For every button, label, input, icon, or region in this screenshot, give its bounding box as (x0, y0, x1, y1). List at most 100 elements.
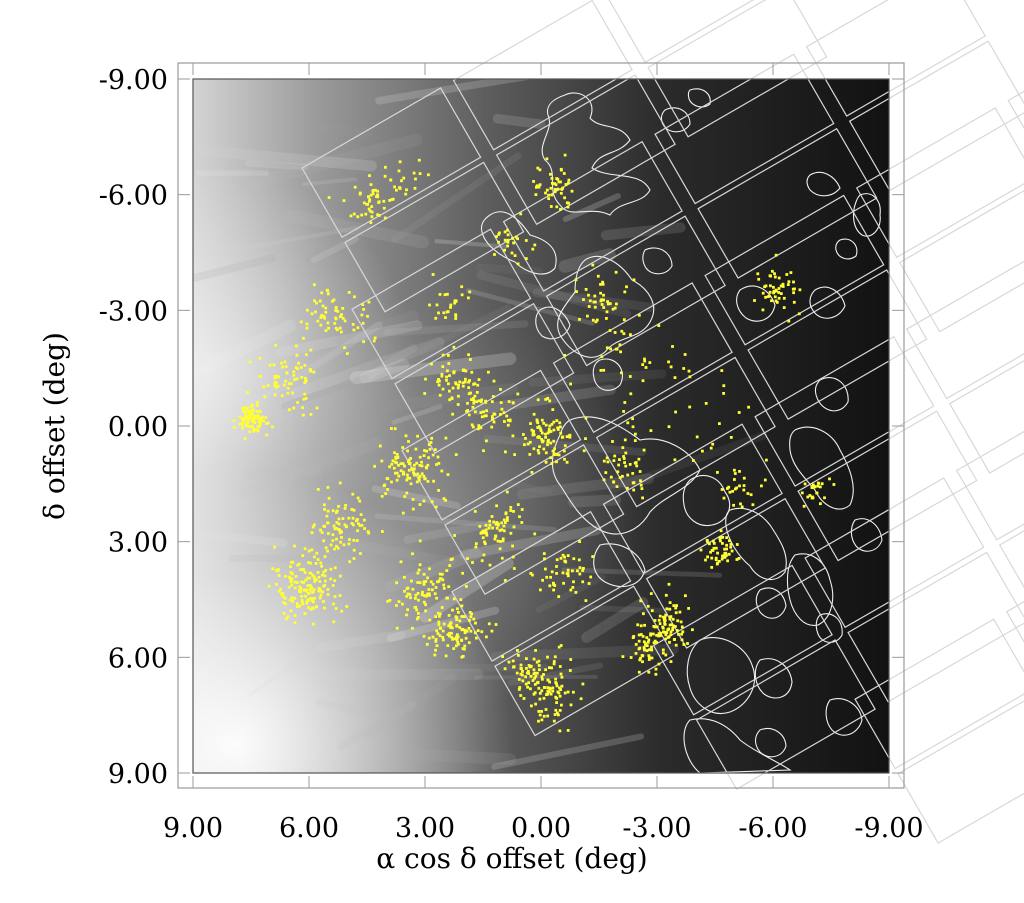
data-point (427, 588, 431, 591)
data-point (541, 677, 544, 681)
data-point (666, 628, 670, 632)
data-point (326, 593, 330, 596)
data-point (274, 568, 278, 572)
data-point (447, 382, 450, 386)
data-point (449, 306, 452, 309)
data-point (460, 655, 464, 659)
data-point (695, 435, 699, 439)
data-point (469, 358, 472, 361)
extinction-map (193, 79, 889, 773)
data-point (241, 406, 245, 410)
data-point (540, 431, 544, 435)
data-point (301, 601, 304, 605)
data-point (303, 612, 307, 615)
data-point (535, 419, 539, 423)
data-point (542, 421, 546, 425)
data-point (407, 460, 410, 464)
data-point (524, 682, 528, 686)
data-point (595, 318, 599, 322)
data-point (566, 205, 570, 209)
data-point (643, 359, 647, 363)
data-point (414, 177, 417, 181)
data-point (259, 418, 263, 422)
data-point (541, 578, 544, 582)
contour-lines (480, 88, 883, 773)
data-point (536, 671, 539, 675)
data-point (532, 447, 536, 451)
filament-streak (471, 384, 616, 416)
data-point (669, 365, 673, 369)
data-point (504, 450, 507, 454)
data-point (492, 420, 496, 424)
data-point (376, 213, 379, 217)
data-point (747, 405, 750, 409)
data-point (485, 533, 489, 537)
data-point (552, 719, 556, 723)
data-point (664, 633, 668, 637)
data-point (751, 503, 755, 507)
data-point (333, 579, 337, 582)
data-point (255, 404, 259, 407)
data-point (335, 527, 338, 530)
data-point (435, 644, 439, 648)
footprint-rect (847, 551, 1024, 703)
filament-streak (239, 437, 382, 498)
data-point (445, 569, 449, 572)
data-point (533, 691, 537, 695)
data-point (310, 590, 314, 594)
data-point (622, 455, 625, 458)
data-point (332, 524, 336, 528)
data-point (761, 308, 765, 312)
data-point (431, 582, 435, 586)
data-point (456, 386, 460, 390)
data-point (417, 476, 421, 480)
data-point (245, 406, 249, 410)
filament-streak (193, 254, 277, 282)
data-point (723, 547, 726, 551)
data-point (530, 471, 534, 474)
data-point (243, 411, 247, 415)
data-point (774, 288, 778, 292)
data-point (459, 598, 463, 601)
data-point (339, 540, 343, 544)
contour-line (480, 211, 557, 275)
data-point (417, 598, 420, 602)
data-point (668, 601, 672, 604)
data-point (537, 451, 541, 455)
data-point (466, 401, 469, 405)
data-point (502, 524, 506, 528)
data-point (430, 436, 434, 440)
data-point (336, 310, 340, 313)
data-point (368, 209, 372, 213)
data-point (735, 486, 738, 490)
data-point (321, 590, 324, 594)
data-point (243, 417, 246, 421)
data-point (556, 187, 560, 191)
data-point (668, 617, 672, 621)
data-point (540, 710, 543, 713)
data-point (474, 542, 478, 546)
data-point (463, 380, 467, 384)
data-point (350, 522, 354, 525)
data-point (675, 629, 679, 632)
data-point (539, 427, 542, 431)
data-point (305, 326, 309, 330)
data-point (581, 569, 585, 572)
data-point (411, 468, 414, 472)
data-point (403, 589, 406, 593)
data-point (467, 353, 470, 357)
data-point (647, 658, 651, 661)
data-point (460, 615, 464, 618)
data-point (621, 474, 624, 478)
data-point (320, 313, 324, 317)
data-point (311, 573, 315, 577)
data-point (273, 375, 277, 378)
data-point (361, 321, 365, 325)
data-point (456, 607, 459, 611)
data-point (567, 434, 571, 438)
data-point (458, 380, 462, 384)
data-point (719, 539, 722, 543)
data-point (285, 617, 288, 621)
data-point (315, 406, 319, 410)
data-point (353, 295, 356, 299)
